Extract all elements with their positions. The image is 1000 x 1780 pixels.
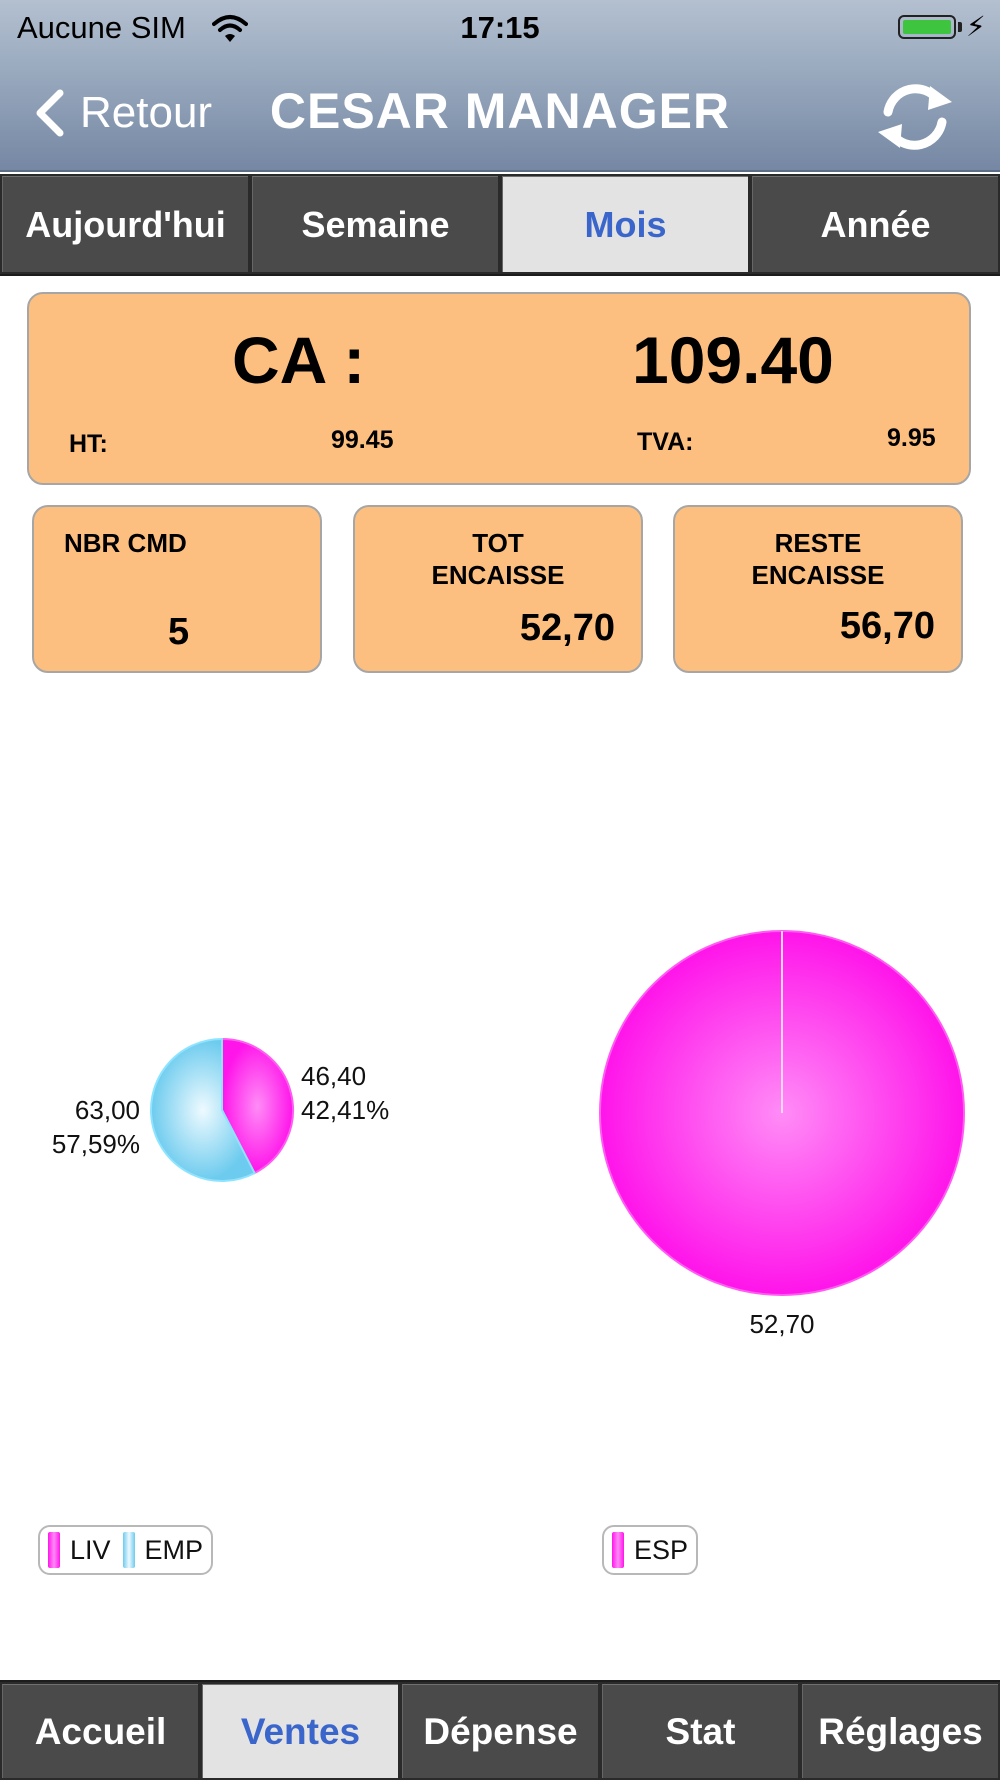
stat-value: 56,70 — [839, 605, 935, 647]
ca-card: CA : 109.40 HT: 99.45 TVA: 9.95 — [27, 292, 971, 485]
ca-label: CA : — [232, 323, 366, 397]
refresh-icon[interactable] — [870, 72, 960, 162]
status-time: 17:15 — [460, 10, 540, 45]
tab-semaine[interactable]: Semaine — [252, 176, 498, 272]
stat-title-line1: RESTE — [774, 528, 862, 558]
wifi-icon — [212, 15, 248, 42]
tva-value: 9.95 — [887, 424, 936, 452]
charging-icon: ⚡ — [966, 11, 986, 42]
tab-ventes[interactable]: Ventes — [202, 1684, 398, 1778]
legend-chart-1: LIV EMP — [38, 1525, 214, 1575]
legend-label: ESP — [634, 1534, 689, 1565]
stat-value: 5 — [168, 611, 190, 653]
tab-reglages[interactable]: Réglages — [802, 1684, 998, 1778]
legend-label: EMP — [144, 1534, 204, 1565]
stat-title-line2: ENCAISSE — [431, 560, 565, 590]
tab-stat[interactable]: Stat — [602, 1684, 798, 1778]
legend-swatch — [48, 1532, 60, 1568]
tab-accueil[interactable]: Accueil — [2, 1684, 198, 1778]
pie-slice-liv — [221, 1037, 294, 1175]
pie-data-label: 52,70 — [749, 1309, 814, 1339]
ca-value: 109.40 — [632, 323, 834, 397]
stat-title-line1: TOT — [472, 528, 524, 558]
legend-swatch — [612, 1532, 624, 1568]
pie-data-label: 63,00 — [75, 1095, 140, 1125]
period-tabs: Aujourd'hui Semaine Mois Année — [0, 174, 1000, 276]
stat-value: 52,70 — [519, 607, 615, 649]
stat-title: NBR CMD — [64, 528, 187, 558]
ht-value: 99.45 — [331, 426, 394, 454]
carrier-label: Aucune SIM — [17, 10, 186, 45]
back-button[interactable]: Retour — [20, 78, 212, 148]
page-title: CESAR MANAGER — [269, 83, 731, 139]
legend-item-esp: ESP — [612, 1532, 688, 1568]
pie-slice-emp — [149, 1037, 256, 1182]
stat-card-tot-encaisse: TOT ENCAISSE 52,70 — [353, 505, 643, 673]
tab-annee[interactable]: Année — [752, 176, 998, 272]
tab-depense[interactable]: Dépense — [402, 1684, 598, 1778]
battery-icon — [898, 15, 956, 39]
stat-card-nbr-cmd: NBR CMD 5 — [32, 505, 322, 673]
stat-title-line2: ENCAISSE — [751, 560, 885, 590]
pie-data-label: 42,41% — [301, 1095, 389, 1125]
pie-data-label: 57,59% — [52, 1129, 140, 1159]
battery-nub — [958, 22, 962, 32]
tab-aujourdhui[interactable]: Aujourd'hui — [2, 176, 248, 272]
chevron-left-icon — [36, 89, 64, 137]
legend-swatch — [122, 1532, 135, 1568]
legend-item-emp: EMP — [122, 1532, 204, 1568]
pie-data-label: 46,40 — [301, 1061, 366, 1091]
tab-mois[interactable]: Mois — [502, 176, 748, 272]
status-bar: Aucune SIM 17:15 ⚡ — [0, 0, 1000, 56]
legend-chart-2: ESP — [602, 1525, 699, 1575]
legend-label: LIV — [70, 1534, 111, 1565]
top-bar: Aucune SIM 17:15 ⚡ Retour CESAR MANAGER — [0, 0, 1000, 172]
pie-slice-esp — [599, 930, 965, 1296]
tva-label: TVA: — [637, 428, 694, 456]
legend-item-liv: LIV — [48, 1532, 111, 1568]
bottom-tab-bar: Accueil Ventes Dépense Stat Réglages — [0, 1680, 1000, 1780]
ht-label: HT: — [69, 430, 108, 458]
stat-card-reste-encaisse: RESTE ENCAISSE 56,70 — [673, 505, 963, 673]
back-label: Retour — [80, 88, 213, 137]
